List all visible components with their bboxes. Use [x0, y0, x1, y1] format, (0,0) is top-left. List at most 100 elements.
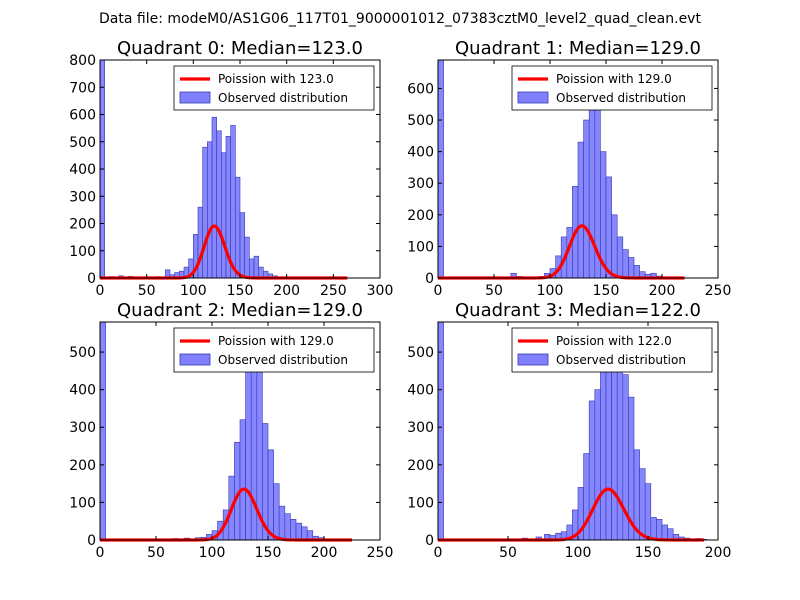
- histogram-bar: [605, 176, 612, 279]
- histogram-bar: [197, 206, 203, 279]
- x-tick-label: 150: [227, 283, 254, 299]
- y-tick-label: 400: [69, 383, 96, 399]
- x-tick-label: 200: [649, 283, 676, 299]
- histogram-bar: [594, 389, 601, 541]
- legend: Poission with 129.0 Observed distribution: [173, 327, 375, 373]
- x-tick-label: 100: [180, 283, 207, 299]
- histogram-bar: [211, 116, 217, 279]
- x-tick-label: 0: [96, 545, 105, 561]
- x-tick-label: 150: [255, 545, 282, 561]
- quadrant-2-panel: Quadrant 2: Median=129.0 0 50 100 150 200 250 0…: [69, 300, 393, 561]
- y-tick-label: 700: [69, 80, 96, 96]
- y-tick-label: 300: [407, 176, 434, 192]
- histogram-bar: [278, 505, 286, 541]
- x-tick-label: 50: [499, 545, 517, 561]
- histogram-bar: [207, 141, 213, 279]
- y-tick-label: 0: [425, 271, 434, 287]
- y-tick-label: 300: [69, 189, 96, 205]
- histogram-bar: [600, 355, 607, 541]
- histogram-bar: [301, 526, 308, 541]
- x-tick-label: 100: [565, 545, 592, 561]
- histogram-bar: [99, 321, 106, 541]
- legend-bar-swatch: [517, 353, 549, 366]
- y-tick-label: 600: [69, 108, 96, 124]
- legend-bar-label: Observed distribution: [556, 353, 686, 367]
- histogram-bar: [611, 214, 618, 279]
- histogram-bar: [221, 152, 227, 279]
- histogram-bar: [216, 130, 222, 279]
- quadrant-3-panel: Quadrant 3: Median=122.0 0 50 100 150 200 0 100…: [407, 300, 731, 561]
- panel-title: Quadrant 0: Median=123.0: [117, 38, 363, 59]
- histogram-bar: [628, 257, 635, 279]
- histogram-bar: [273, 483, 280, 541]
- histogram-bar: [650, 517, 657, 541]
- histogram-bars: [99, 59, 343, 279]
- y-tick-label: 400: [69, 162, 96, 178]
- x-tick-label: 200: [705, 545, 732, 561]
- quadrant-1-panel: Quadrant 1: Median=129.0 0 50 100 150 200 250 0…: [407, 38, 731, 299]
- y-tick-label: 100: [407, 239, 434, 255]
- y-tick-label: 100: [69, 244, 96, 260]
- histogram-bar: [667, 528, 674, 541]
- y-tick-label: 200: [69, 217, 96, 233]
- x-tick-label: 250: [367, 545, 394, 561]
- histogram-bar: [656, 519, 663, 541]
- histogram-bar: [622, 249, 629, 279]
- legend-curve-label: Poission with 129.0: [218, 334, 334, 348]
- legend-bar-swatch: [179, 91, 211, 104]
- y-tick-label: 300: [407, 420, 434, 436]
- panel-title: Quadrant 3: Median=122.0: [455, 300, 701, 321]
- y-tick-label: 100: [69, 495, 96, 511]
- histogram-bar: [284, 513, 291, 541]
- x-tick-label: 100: [199, 545, 226, 561]
- x-tick-label: 150: [593, 283, 620, 299]
- panel-title: Quadrant 2: Median=129.0: [117, 300, 363, 321]
- x-tick-label: 50: [138, 283, 156, 299]
- legend-curve-label: Poission with 123.0: [218, 72, 334, 86]
- quadrant-0-panel: Quadrant 0: Median=123.0 0 50 100 150 200 250 3…: [69, 38, 393, 299]
- histogram-bar: [202, 146, 208, 279]
- legend-bar-label: Observed distribution: [556, 91, 686, 105]
- y-tick-label: 200: [407, 208, 434, 224]
- x-tick-label: 0: [96, 283, 105, 299]
- histogram-bar: [639, 468, 646, 541]
- histogram-bar: [245, 355, 252, 541]
- x-tick-label: 300: [367, 283, 394, 299]
- legend-curve-label: Poission with 122.0: [556, 334, 672, 348]
- legend-curve-label: Poission with 129.0: [556, 72, 672, 86]
- legend: Poission with 122.0 Observed distribution: [511, 327, 713, 373]
- histogram-bar: [437, 59, 444, 279]
- histogram-bar: [583, 119, 590, 279]
- histogram-bar: [244, 236, 250, 279]
- x-tick-label: 150: [635, 545, 662, 561]
- histogram-bar: [239, 212, 245, 279]
- axes-frame: [99, 321, 381, 541]
- histogram-bar: [295, 522, 302, 541]
- y-tick-label: 0: [87, 271, 96, 287]
- legend-bar-label: Observed distribution: [218, 91, 348, 105]
- histogram-bar: [230, 125, 236, 279]
- y-tick-label: 0: [87, 533, 96, 549]
- y-tick-label: 100: [407, 495, 434, 511]
- histogram-bar: [235, 176, 241, 279]
- y-tick-label: 400: [407, 145, 434, 161]
- y-tick-label: 600: [407, 81, 434, 97]
- legend: Poission with 123.0 Observed distribution: [173, 65, 375, 111]
- histogram-bar: [661, 524, 668, 541]
- x-tick-label: 50: [147, 545, 165, 561]
- histogram-bar: [644, 483, 652, 541]
- histogram-bar: [611, 351, 618, 541]
- axes-frame: [437, 59, 719, 279]
- x-tick-label: 0: [434, 545, 443, 561]
- x-tick-label: 200: [311, 545, 338, 561]
- y-tick-label: 500: [69, 345, 96, 361]
- histogram-bar: [437, 321, 444, 541]
- histogram-bar: [633, 265, 640, 279]
- y-tick-label: 500: [407, 345, 434, 361]
- y-tick-label: 400: [407, 383, 434, 399]
- y-tick-label: 200: [69, 458, 96, 474]
- histogram-bar: [588, 400, 596, 541]
- histogram-bar: [258, 266, 264, 279]
- legend-bar-swatch: [179, 353, 211, 366]
